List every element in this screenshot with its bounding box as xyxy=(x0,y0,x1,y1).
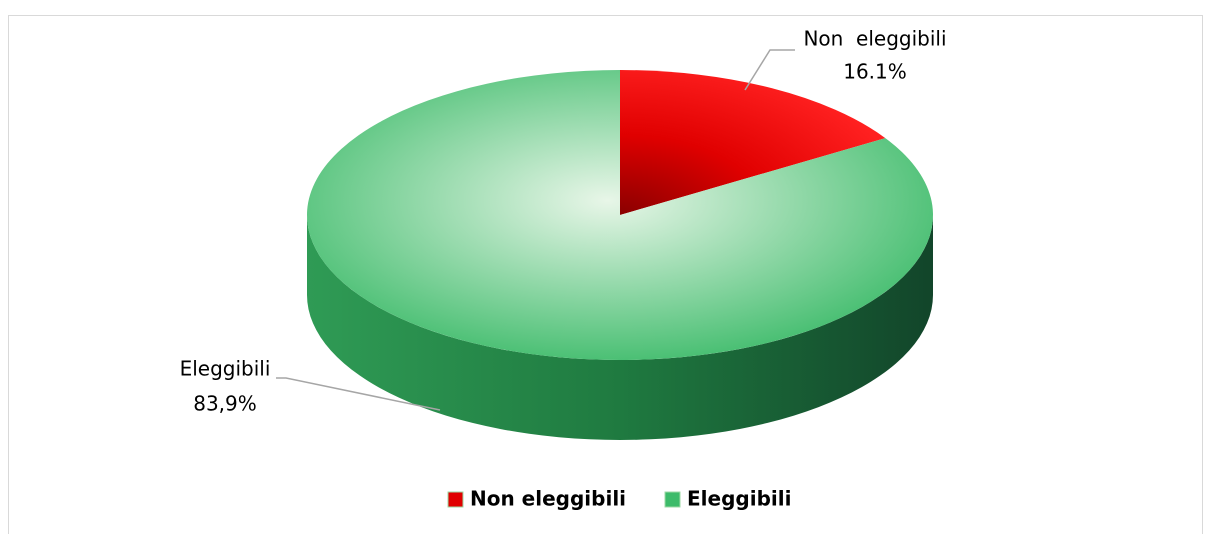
data-label-name: Eleggibili xyxy=(180,357,271,381)
data-label: 16.1% xyxy=(843,60,907,84)
data-label: 83,9% xyxy=(193,392,257,416)
pie xyxy=(307,69,934,440)
data-label-name: Non eleggibili xyxy=(803,27,946,51)
legend-swatch xyxy=(664,491,681,508)
legend: Non eleggibili Eleggibili xyxy=(447,487,791,511)
pie-side xyxy=(307,215,933,440)
chart-frame xyxy=(8,15,1203,534)
leader-line xyxy=(276,377,441,411)
leader-line xyxy=(744,49,795,91)
legend-label: Non eleggibili xyxy=(470,487,626,511)
legend-swatch xyxy=(447,491,464,508)
pie-slice xyxy=(307,69,934,360)
pie-slice xyxy=(620,70,886,215)
legend-label: Eleggibili xyxy=(687,487,791,511)
